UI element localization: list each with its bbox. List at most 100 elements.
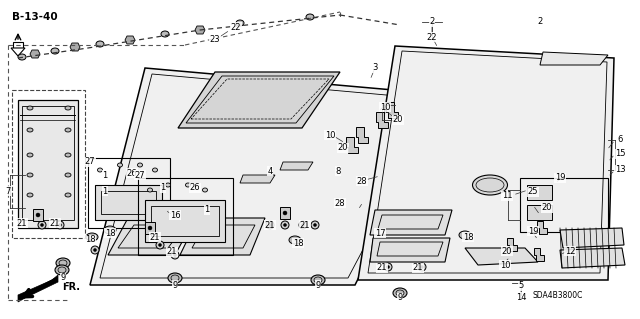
Text: 17: 17 xyxy=(374,228,385,238)
Polygon shape xyxy=(90,68,450,285)
Polygon shape xyxy=(507,238,517,251)
Ellipse shape xyxy=(65,173,71,177)
Circle shape xyxy=(311,221,319,229)
Polygon shape xyxy=(240,175,275,183)
Ellipse shape xyxy=(55,265,69,275)
Circle shape xyxy=(269,224,271,226)
Circle shape xyxy=(36,213,40,217)
Text: 21: 21 xyxy=(150,233,160,241)
Polygon shape xyxy=(280,207,290,219)
Text: 19: 19 xyxy=(528,226,538,235)
Text: 14: 14 xyxy=(516,293,526,301)
Polygon shape xyxy=(13,42,23,48)
Text: 23: 23 xyxy=(210,35,220,44)
Circle shape xyxy=(281,221,289,229)
Circle shape xyxy=(284,224,287,226)
Polygon shape xyxy=(376,112,388,128)
Ellipse shape xyxy=(168,273,182,283)
Text: 21: 21 xyxy=(17,219,28,227)
Ellipse shape xyxy=(186,183,191,187)
Polygon shape xyxy=(386,102,398,118)
Text: 20: 20 xyxy=(338,144,348,152)
Polygon shape xyxy=(11,48,25,56)
Circle shape xyxy=(93,249,97,251)
Ellipse shape xyxy=(65,153,71,157)
Ellipse shape xyxy=(118,163,122,167)
Polygon shape xyxy=(540,52,608,65)
Text: 16: 16 xyxy=(170,211,180,219)
Ellipse shape xyxy=(393,288,407,298)
Ellipse shape xyxy=(104,226,116,234)
Polygon shape xyxy=(280,162,313,170)
Text: 2: 2 xyxy=(538,18,543,26)
Polygon shape xyxy=(33,209,43,221)
Text: 12: 12 xyxy=(564,247,575,256)
Ellipse shape xyxy=(51,48,59,54)
Polygon shape xyxy=(356,127,368,143)
Ellipse shape xyxy=(166,183,170,187)
Polygon shape xyxy=(527,185,552,200)
Text: 1: 1 xyxy=(102,187,108,196)
Text: 8: 8 xyxy=(335,167,340,175)
Text: 9: 9 xyxy=(316,280,321,290)
Circle shape xyxy=(58,224,61,226)
Text: 10: 10 xyxy=(324,130,335,139)
Text: 5: 5 xyxy=(518,281,524,291)
Polygon shape xyxy=(145,222,155,234)
Ellipse shape xyxy=(147,188,152,192)
Text: 20: 20 xyxy=(541,204,552,212)
Circle shape xyxy=(56,221,64,229)
Text: 21: 21 xyxy=(265,220,275,229)
Ellipse shape xyxy=(27,153,33,157)
Ellipse shape xyxy=(202,188,207,192)
Text: 6: 6 xyxy=(618,136,623,145)
Circle shape xyxy=(283,211,287,215)
Text: SDA4B3800C: SDA4B3800C xyxy=(533,292,583,300)
Polygon shape xyxy=(18,100,78,228)
Circle shape xyxy=(40,224,44,226)
Circle shape xyxy=(159,243,161,247)
Circle shape xyxy=(173,254,177,256)
Ellipse shape xyxy=(472,175,508,195)
Ellipse shape xyxy=(65,106,71,110)
Ellipse shape xyxy=(306,14,314,20)
Text: 27: 27 xyxy=(84,158,95,167)
Circle shape xyxy=(384,263,392,271)
Text: 28: 28 xyxy=(356,176,367,186)
Circle shape xyxy=(301,224,305,226)
Polygon shape xyxy=(18,275,58,302)
Ellipse shape xyxy=(459,231,471,239)
Polygon shape xyxy=(346,137,358,153)
Ellipse shape xyxy=(27,173,33,177)
Text: 18: 18 xyxy=(84,235,95,244)
Polygon shape xyxy=(358,46,614,280)
Text: 2: 2 xyxy=(429,18,435,26)
Text: 9: 9 xyxy=(172,280,178,290)
Polygon shape xyxy=(145,200,225,242)
Text: FR.: FR. xyxy=(62,282,80,292)
Ellipse shape xyxy=(161,31,169,37)
Text: 7: 7 xyxy=(5,187,11,196)
Ellipse shape xyxy=(236,20,244,26)
Polygon shape xyxy=(370,210,452,235)
Ellipse shape xyxy=(65,193,71,197)
Ellipse shape xyxy=(86,233,98,241)
Ellipse shape xyxy=(18,54,26,60)
Text: 21: 21 xyxy=(377,263,387,272)
Text: 20: 20 xyxy=(502,247,512,256)
Text: 26: 26 xyxy=(189,183,200,192)
Polygon shape xyxy=(95,185,162,220)
Text: 26: 26 xyxy=(127,168,138,177)
Text: 15: 15 xyxy=(615,150,625,159)
Text: 21: 21 xyxy=(300,220,310,229)
Ellipse shape xyxy=(138,163,143,167)
Ellipse shape xyxy=(27,106,33,110)
Circle shape xyxy=(420,265,424,269)
Text: 22: 22 xyxy=(427,33,437,41)
Text: 3: 3 xyxy=(372,63,378,72)
Text: 27: 27 xyxy=(134,170,145,180)
Text: 18: 18 xyxy=(463,233,474,241)
Text: 1: 1 xyxy=(161,183,166,192)
Ellipse shape xyxy=(56,258,70,268)
Circle shape xyxy=(299,221,307,229)
